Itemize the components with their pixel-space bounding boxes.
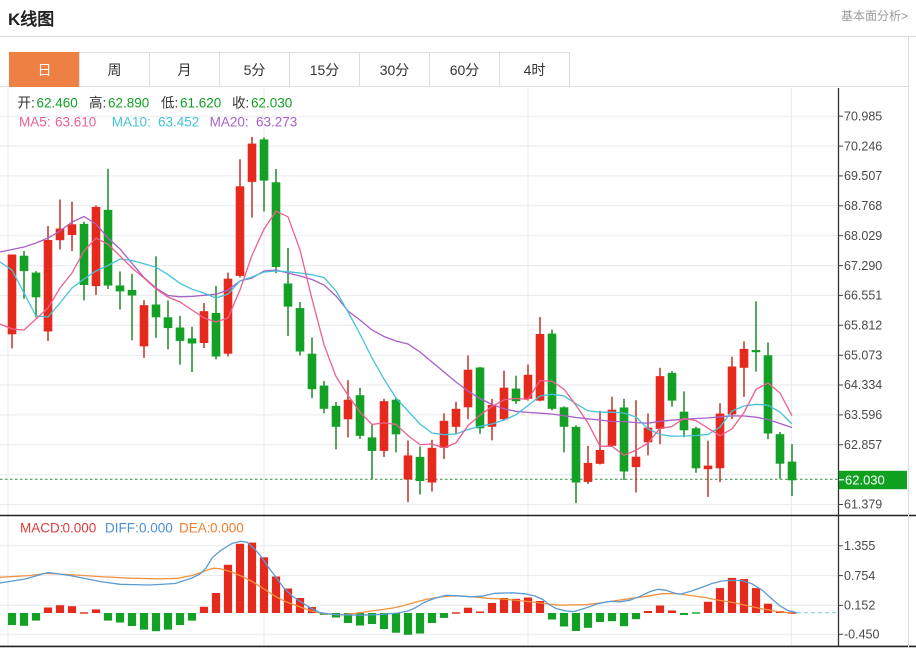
svg-text:62.460: 62.460: [37, 96, 78, 111]
svg-text:0.000: 0.000: [210, 521, 244, 536]
svg-text:65.073: 65.073: [844, 348, 882, 362]
svg-text:69.507: 69.507: [844, 169, 882, 183]
svg-text:收:: 收:: [232, 96, 249, 111]
svg-text:高:: 高:: [89, 95, 106, 111]
svg-text:DEA:: DEA:: [179, 521, 211, 536]
svg-text:63.273: 63.273: [256, 115, 297, 130]
svg-text:66.551: 66.551: [844, 289, 882, 303]
svg-text:1.355: 1.355: [844, 539, 875, 553]
svg-text:DIFF:: DIFF:: [105, 521, 139, 536]
svg-text:低:: 低:: [161, 96, 178, 111]
svg-text:MA20:: MA20:: [210, 115, 249, 130]
svg-text:0.000: 0.000: [139, 521, 173, 536]
svg-text:0.000: 0.000: [63, 521, 97, 536]
svg-text:70.246: 70.246: [844, 139, 882, 153]
svg-text:70.985: 70.985: [844, 109, 882, 123]
svg-text:62.030: 62.030: [251, 96, 292, 111]
svg-text:62.030: 62.030: [845, 472, 885, 487]
svg-text:67.290: 67.290: [844, 259, 882, 273]
svg-text:62.890: 62.890: [108, 96, 149, 111]
svg-text:68.768: 68.768: [844, 199, 882, 213]
svg-text:63.610: 63.610: [55, 115, 96, 130]
svg-text:61.620: 61.620: [180, 96, 221, 111]
svg-text:62.857: 62.857: [844, 438, 882, 452]
svg-text:开:: 开:: [18, 96, 35, 111]
svg-text:0.152: 0.152: [844, 599, 875, 613]
svg-text:63.452: 63.452: [158, 115, 199, 130]
svg-text:MA10:: MA10:: [112, 115, 151, 130]
svg-text:MACD:: MACD:: [20, 521, 64, 536]
svg-text:65.812: 65.812: [844, 319, 882, 333]
svg-text:-0.450: -0.450: [844, 628, 879, 642]
svg-text:61.379: 61.379: [844, 498, 882, 512]
svg-text:64.334: 64.334: [844, 378, 882, 392]
svg-text:0.754: 0.754: [844, 569, 875, 583]
svg-text:63.596: 63.596: [844, 408, 882, 422]
svg-text:MA5:: MA5:: [19, 115, 51, 130]
svg-text:68.029: 68.029: [844, 229, 882, 243]
